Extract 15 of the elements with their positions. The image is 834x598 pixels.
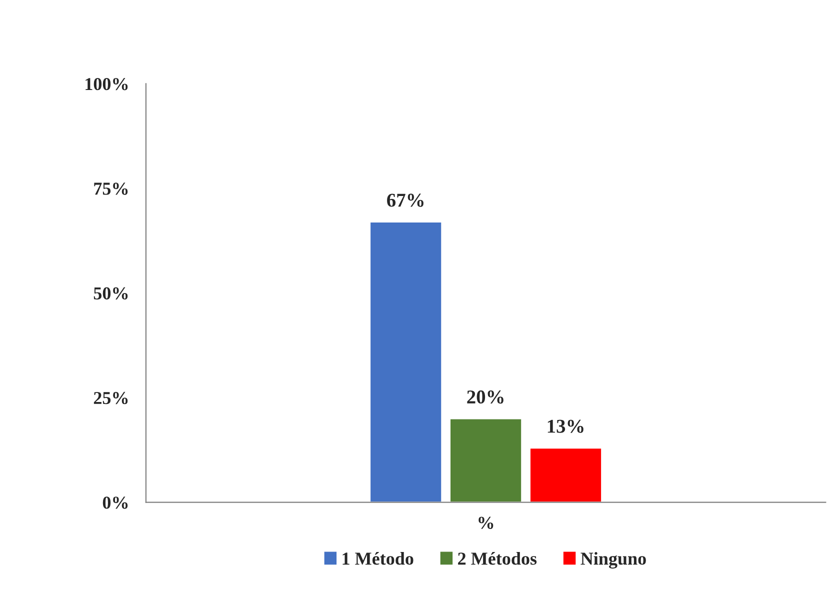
- legend-label: 1 Método: [342, 552, 414, 565]
- data-label: 20%: [467, 390, 504, 404]
- bar: [449, 418, 522, 502]
- y-tick-label: 0%: [102, 496, 128, 509]
- y-tick-label: 25%: [94, 392, 128, 404]
- y-tick-label: 75%: [94, 182, 128, 195]
- x-tick-label: %: [478, 516, 494, 529]
- y-tick-label: 50%: [94, 287, 128, 300]
- data-label: 67%: [387, 194, 424, 207]
- data-label: 13%: [548, 420, 584, 433]
- bar: [529, 447, 602, 502]
- bar: [369, 221, 443, 502]
- legend-label: Ninguno: [580, 552, 646, 569]
- y-tick-label: 100%: [86, 78, 128, 90]
- legend-label: 2 Métodos: [458, 552, 537, 565]
